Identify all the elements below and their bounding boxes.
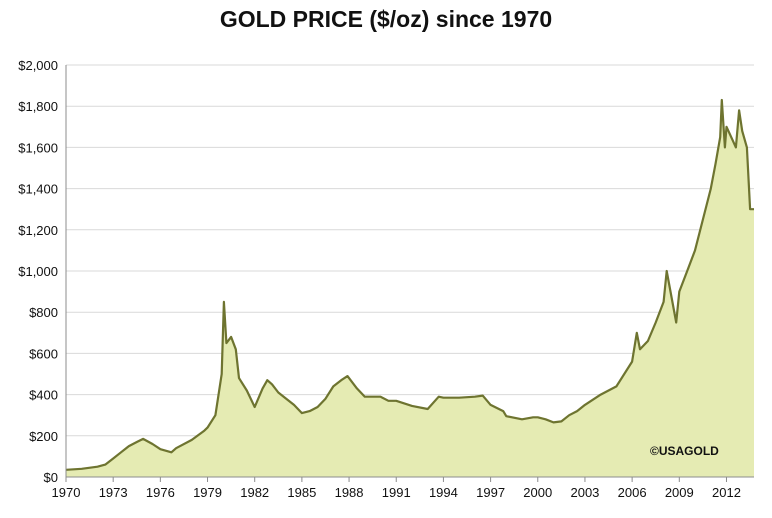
price-area-fill bbox=[66, 100, 754, 477]
y-tick-label: $1,000 bbox=[18, 264, 58, 279]
x-axis-ticks: 1970 1973 1976 1979 1982 1985 1988 1991 1994 1997… bbox=[52, 477, 741, 500]
y-tick-label: $600 bbox=[29, 346, 58, 361]
x-tick-label: 2006 bbox=[618, 485, 647, 500]
x-tick-label: 1979 bbox=[193, 485, 222, 500]
x-tick-label: 2012 bbox=[712, 485, 741, 500]
x-tick-label: 1976 bbox=[146, 485, 175, 500]
x-tick-label: 2003 bbox=[570, 485, 599, 500]
y-tick-label: $1,800 bbox=[18, 99, 58, 114]
x-tick-label: 1970 bbox=[52, 485, 81, 500]
y-tick-label: $2,000 bbox=[18, 58, 58, 73]
x-tick-label: 2000 bbox=[523, 485, 552, 500]
x-tick-label: 1985 bbox=[287, 485, 316, 500]
watermark-label: ©USAGOLD bbox=[650, 444, 719, 458]
y-tick-label: $800 bbox=[29, 305, 58, 320]
chart-title: GOLD PRICE ($/oz) since 1970 bbox=[219, 6, 553, 32]
y-tick-label: $1,600 bbox=[18, 140, 58, 155]
gridlines bbox=[66, 64, 754, 437]
y-tick-label: $0 bbox=[44, 470, 58, 485]
x-tick-label: 1994 bbox=[429, 485, 458, 500]
x-tick-label: 1997 bbox=[476, 485, 505, 500]
x-tick-label: 1973 bbox=[99, 485, 128, 500]
y-tick-label: $1,200 bbox=[18, 223, 58, 238]
x-tick-label: 1988 bbox=[335, 485, 364, 500]
x-tick-label: 2009 bbox=[665, 485, 694, 500]
y-axis-ticks: $0 $200 $400 $600 $800 $1,000 $1,200 $1,400 $1,6… bbox=[18, 58, 58, 485]
price-line bbox=[65, 98, 754, 471]
y-tick-label: $1,400 bbox=[18, 182, 58, 197]
x-tick-label: 1982 bbox=[240, 485, 269, 500]
x-tick-label: 1991 bbox=[382, 485, 411, 500]
axes bbox=[65, 65, 754, 478]
y-tick-label: $200 bbox=[29, 429, 58, 444]
y-tick-label: $400 bbox=[29, 388, 58, 403]
